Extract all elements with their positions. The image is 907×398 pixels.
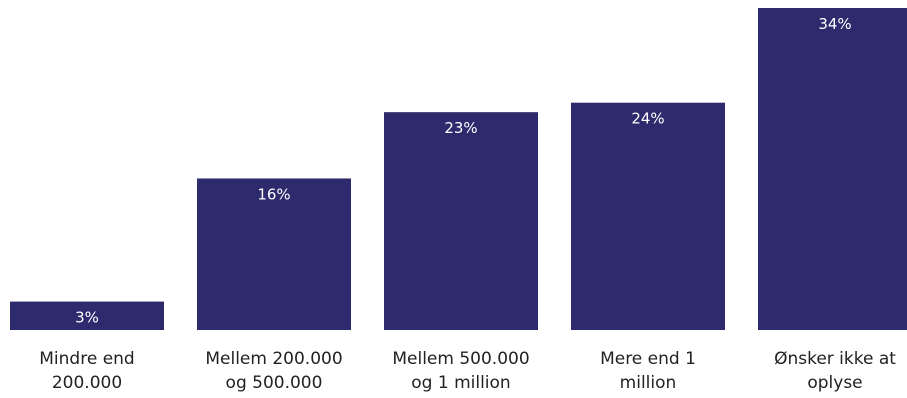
bar-value-label: 34% [818,15,851,33]
category-label: Ønsker ikke at [774,349,896,369]
bar-value-label: 23% [444,119,477,137]
bar-value-label: 16% [257,185,290,203]
category-label: Mellem 500.000 [392,349,529,369]
category-label: Mindre end [39,349,134,369]
category-label: 200.000 [52,373,122,393]
category-label: Mellem 200.000 [205,349,342,369]
bars-group [10,8,907,331]
bar-value-label: 3% [75,309,99,327]
bar [384,112,538,330]
bar [758,8,907,330]
bar-value-label: 24% [631,110,664,128]
category-label: og 1 million [411,373,510,393]
bar [571,102,725,331]
category-label: oplyse [807,373,862,393]
bar [197,178,351,330]
category-label: million [620,373,677,393]
value-labels-group: 3% 16% 23% 24% 34% [75,15,852,327]
category-labels-group: Mindre end 200.000 Mellem 200.000 og 500.00… [39,349,896,393]
bar [10,301,164,330]
category-label: og 500.000 [226,373,323,393]
category-label: Mere end 1 [600,349,696,369]
